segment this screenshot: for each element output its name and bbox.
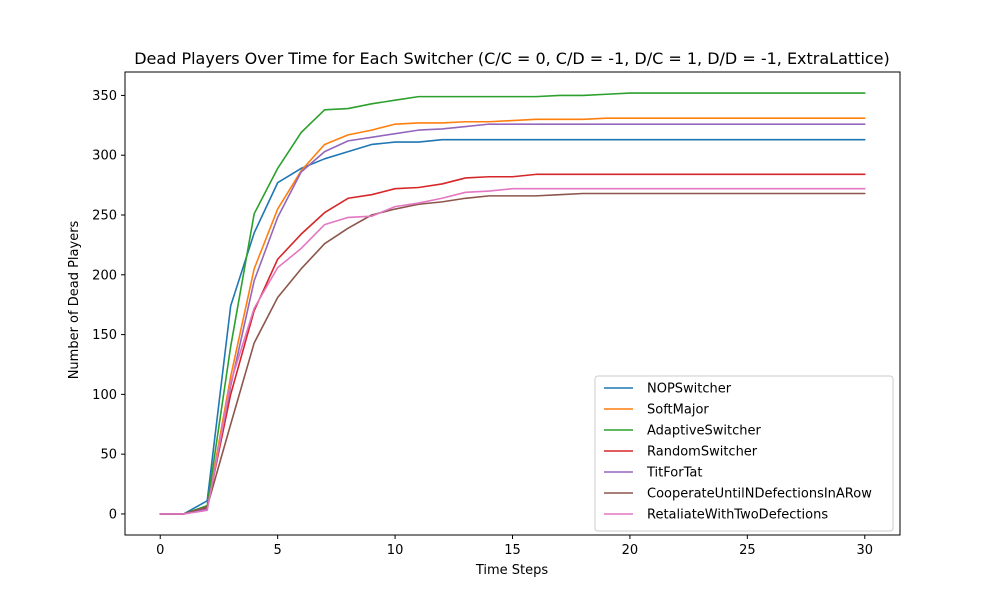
x-tick-label: 15: [504, 543, 521, 558]
legend-box: [594, 375, 894, 532]
y-tick-label: 350: [92, 89, 117, 104]
legend-label: TitForTat: [646, 466, 702, 481]
series-line-SoftMajor: [159, 117, 866, 515]
series-line-RandomSwitcher: [159, 173, 866, 515]
series-line-AdaptiveSwitcher: [159, 92, 866, 515]
y-tick-label: 150: [92, 328, 117, 343]
x-tick-label: 0: [156, 543, 164, 558]
legend: NOPSwitcher SoftMajor AdaptiveSwitcher Rand…: [594, 375, 894, 532]
legend-label: NOPSwitcher: [647, 382, 732, 397]
series-line-NOPSwitcher: [159, 138, 866, 515]
x-tick-label: 25: [739, 543, 756, 558]
x-tick-label: 5: [274, 543, 282, 558]
x-axis-label: Time Steps: [475, 563, 549, 578]
y-tick-label: 0: [109, 507, 117, 522]
y-axis-label: Number of Dead Players: [67, 220, 82, 379]
legend-label: SoftMajor: [647, 403, 709, 418]
legend-label: RandomSwitcher: [647, 445, 758, 460]
series-line-CooperateUntilNDefectionsInARow: [159, 192, 866, 515]
y-tick-label: 300: [92, 149, 117, 164]
y-tick-label: 250: [92, 209, 117, 224]
x-tick-label: 20: [622, 543, 639, 558]
chart-title: Dead Players Over Time for Each Switcher…: [134, 49, 890, 68]
y-tick-label: 200: [92, 268, 117, 283]
series-line-RetaliateWithTwoDefections: [159, 187, 866, 515]
legend-label: RetaliateWithTwoDefections: [647, 508, 828, 523]
y-tick-label: 100: [92, 388, 117, 403]
legend-label: CooperateUntilNDefectionsInARow: [647, 487, 872, 502]
series-line-TitForTat: [159, 123, 866, 515]
y-tick-label: 50: [100, 448, 117, 463]
x-tick-label: 30: [856, 543, 873, 558]
x-tick-label: 10: [387, 543, 404, 558]
legend-label: AdaptiveSwitcher: [647, 424, 762, 439]
